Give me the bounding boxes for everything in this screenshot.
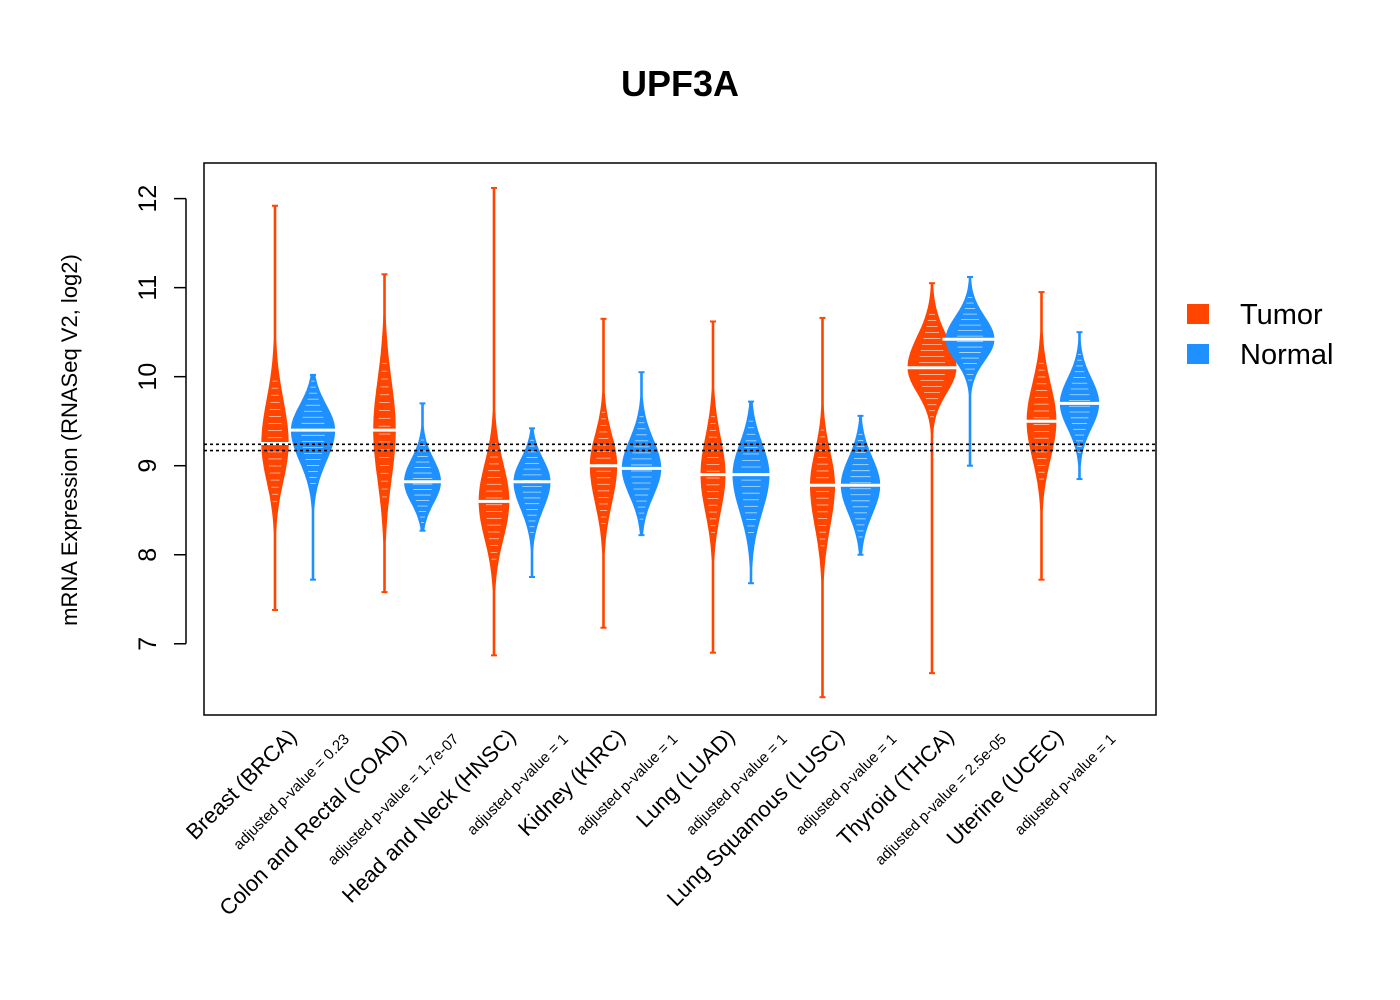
tumor-violin <box>259 204 291 611</box>
y-tick-label: 9 <box>134 459 162 473</box>
normal-violin <box>288 373 338 581</box>
y-axis-label: mRNA Expression (RNASeq V2, log2) <box>57 254 82 626</box>
normal-violin-body <box>732 401 770 584</box>
legend-swatch <box>1187 304 1209 324</box>
tumor-violin-body <box>589 318 618 629</box>
reference-lines <box>204 443 1156 452</box>
category-label: Breast (BRCA) <box>181 724 302 845</box>
category-label: Lung (LUAD) <box>631 724 739 832</box>
tumor-violin <box>699 320 727 654</box>
y-tick-label: 8 <box>134 548 162 562</box>
normal-violin <box>401 402 444 532</box>
legend-label: Normal <box>1240 339 1333 371</box>
normal-violin <box>511 427 553 578</box>
y-tick-label: 11 <box>134 275 162 301</box>
y-tick-label: 10 <box>134 363 162 391</box>
legend-label: Tumor <box>1240 299 1323 331</box>
tumor-violin <box>904 282 960 675</box>
tumor-violin <box>588 317 619 629</box>
normal-violin <box>619 371 664 537</box>
normal-violin <box>838 414 883 556</box>
chart-title: UPF3A <box>621 63 739 104</box>
normal-violin-body <box>513 427 551 578</box>
y-tick-label: 7 <box>134 637 162 651</box>
normal-violin <box>942 275 998 467</box>
y-tick-label: 12 <box>134 185 162 213</box>
tumor-violin-body <box>373 273 396 593</box>
violin-group <box>259 186 1102 699</box>
legend: Tumor Normal <box>1187 299 1333 371</box>
normal-violin <box>730 400 772 585</box>
normal-violin <box>1057 331 1102 481</box>
tumor-violin <box>808 316 837 699</box>
plot-frame <box>203 162 1157 716</box>
tumor-violin <box>1024 291 1059 581</box>
legend-swatch <box>1187 344 1209 364</box>
tumor-violin <box>476 186 512 657</box>
y-axis: 7 8 9 10 11 12 <box>134 185 187 651</box>
tumor-violin <box>372 273 397 594</box>
x-axis-labels: Breast (BRCA)adjusted p-value = 0.23Colo… <box>181 724 1119 921</box>
